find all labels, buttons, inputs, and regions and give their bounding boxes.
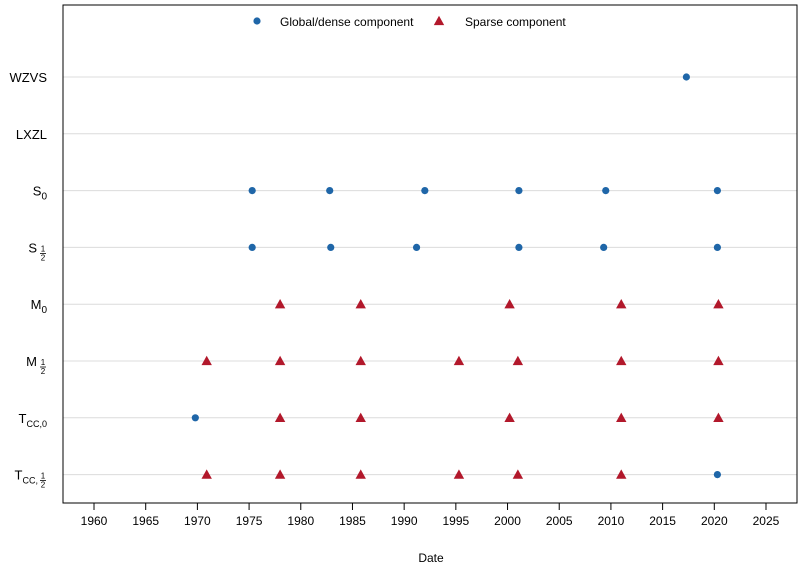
- x-tick-label: 1995: [442, 514, 469, 528]
- sparse-point: [713, 355, 724, 366]
- x-tick-label: 2015: [649, 514, 676, 528]
- legend-marker: [253, 17, 261, 25]
- legend-label: Global/dense component: [280, 15, 414, 29]
- y-label-text: TCC,: [15, 468, 38, 486]
- legend: Global/dense component Sparse component: [253, 15, 566, 29]
- dense-point: [713, 243, 721, 251]
- x-tick-label: 1975: [236, 514, 263, 528]
- sparse-point: [274, 412, 286, 422]
- y-label-text: TCC,0: [19, 411, 47, 429]
- y-category-label: TCC, 12: [15, 468, 46, 490]
- sparse-point: [512, 355, 524, 366]
- y-label-fraction-numerator: 1: [41, 358, 46, 367]
- x-axis: 1960 1965 1970 1975 1980 1985 1990 1995 2000 2005…: [81, 503, 780, 528]
- dense-point: [326, 187, 334, 195]
- sparse-point: [713, 412, 724, 422]
- sparse-point: [616, 299, 627, 309]
- y-label-fraction-numerator: 1: [41, 472, 46, 481]
- x-tick-label: 2000: [494, 514, 521, 528]
- x-tick-label: 2020: [701, 514, 728, 528]
- dense-point: [515, 243, 523, 251]
- sparse-point: [453, 469, 465, 479]
- dense-point: [682, 73, 690, 81]
- plot-frame: [62, 4, 798, 504]
- x-axis-title: Date: [418, 551, 444, 565]
- y-label-text: S: [28, 240, 37, 255]
- y-label-text: WZVS: [9, 70, 47, 85]
- y-label-text: S0: [33, 184, 48, 203]
- dense-point: [248, 187, 256, 195]
- y-category-label: M 12: [26, 354, 46, 376]
- dense-point: [602, 187, 610, 195]
- x-tick-label: 2005: [546, 514, 573, 528]
- y-category-label: M0: [31, 297, 48, 316]
- sparse-point: [504, 412, 515, 422]
- sparse-point: [274, 355, 286, 366]
- data-points: [191, 73, 724, 479]
- sparse-point: [355, 469, 366, 479]
- sparse-point: [201, 355, 212, 366]
- y-label-fraction-denominator: 2: [41, 253, 46, 262]
- y-label-text: M: [26, 354, 37, 369]
- x-tick-label: 1980: [287, 514, 314, 528]
- y-label-fraction-denominator: 2: [41, 367, 46, 376]
- y-category-label: S 12: [28, 240, 46, 262]
- dense-point: [412, 243, 421, 251]
- y-category-label: TCC,0: [19, 411, 47, 429]
- y-category-label: WZVS: [9, 70, 47, 85]
- dense-point: [713, 471, 721, 479]
- y-label-text: M0: [31, 297, 48, 316]
- sparse-point: [274, 469, 286, 479]
- x-tick-label: 1960: [81, 514, 108, 528]
- y-label-text: LXZL: [16, 127, 47, 142]
- sparse-point: [504, 299, 515, 309]
- sparse-point: [512, 469, 524, 479]
- dense-point: [327, 243, 335, 251]
- x-tick-label: 1970: [184, 514, 211, 528]
- sparse-point: [201, 469, 212, 479]
- gridlines: [63, 76, 797, 476]
- y-label-fraction-denominator: 2: [41, 481, 46, 490]
- sparse-point: [355, 299, 366, 309]
- sparse-point: [616, 355, 627, 366]
- dense-point: [191, 414, 199, 422]
- dense-point: [515, 187, 523, 195]
- dense-point: [421, 187, 429, 195]
- legend-label: Sparse component: [465, 15, 566, 29]
- sparse-point: [453, 355, 465, 366]
- sparse-point: [713, 299, 724, 309]
- legend-marker: [433, 15, 445, 26]
- sparse-point: [274, 299, 286, 309]
- y-category-label: S0: [33, 184, 48, 203]
- sparse-point: [355, 412, 366, 422]
- y-label-fraction-numerator: 1: [41, 244, 46, 253]
- x-tick-label: 1985: [339, 514, 366, 528]
- y-category-label: LXZL: [16, 127, 47, 142]
- dense-point: [248, 243, 256, 251]
- dense-point: [600, 243, 608, 251]
- sparse-point: [616, 412, 627, 422]
- dense-point: [713, 187, 721, 195]
- sparse-point: [616, 469, 627, 479]
- x-tick-label: 2010: [598, 514, 625, 528]
- sparse-point: [355, 355, 366, 366]
- x-tick-label: 2025: [753, 514, 780, 528]
- x-tick-label: 1990: [391, 514, 418, 528]
- x-tick-label: 1965: [132, 514, 159, 528]
